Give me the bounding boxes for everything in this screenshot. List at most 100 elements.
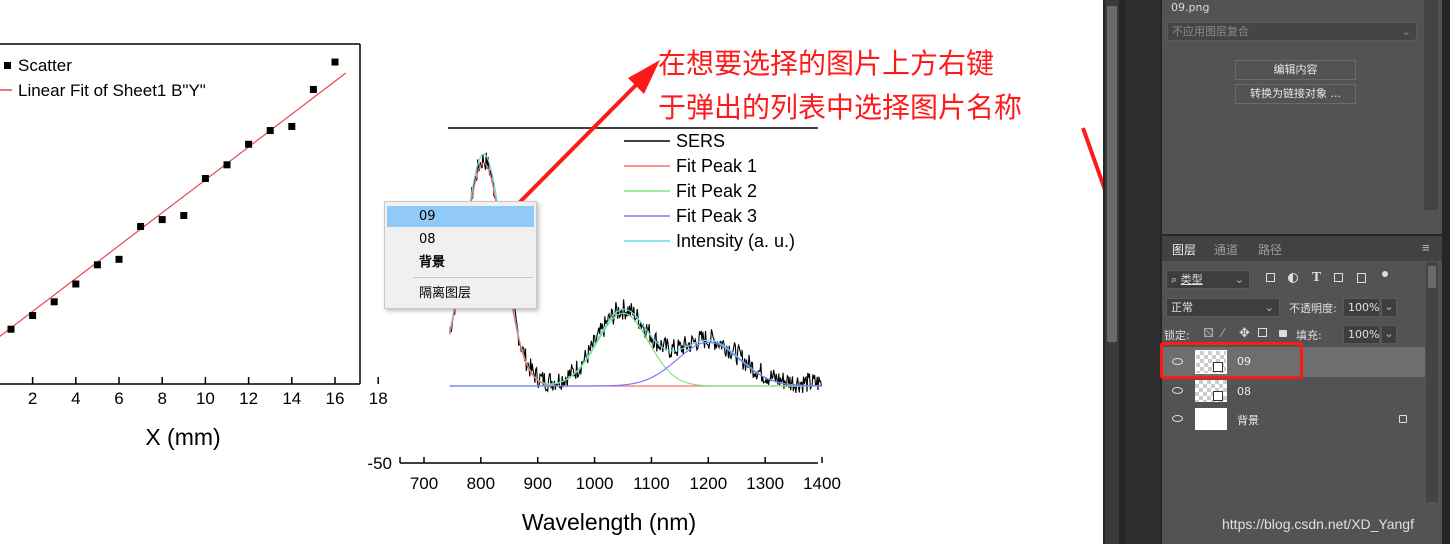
left-fit-line	[0, 72, 347, 337]
layer-filter-select[interactable]: ⌕ 类型 ⌄	[1166, 270, 1250, 289]
left-scatter-point	[158, 216, 166, 224]
tab-channels[interactable]: 通道	[1214, 243, 1239, 257]
smart-object-icon	[1213, 391, 1223, 401]
series-fit-peak-3	[449, 341, 822, 387]
filter-pixel-icon[interactable]	[1266, 273, 1275, 282]
right-x-tick-label: 1200	[689, 474, 727, 493]
layers-scrollbar-thumb[interactable]	[1428, 266, 1436, 288]
left-x-tick-label: 16	[326, 389, 345, 408]
left-scatter-point	[223, 161, 231, 169]
tab-paths[interactable]: 路径	[1258, 243, 1283, 257]
lock-position-icon[interactable]: ✥	[1239, 325, 1250, 340]
left-scatter-point	[137, 222, 145, 230]
right-x-tick-label: 1300	[746, 474, 784, 493]
left-scatter-point	[180, 211, 188, 219]
lock-icon	[1399, 415, 1407, 423]
layer-thumbnail-background	[1195, 408, 1227, 430]
convert-to-linked-button[interactable]: 转换为链接对象 ...	[1235, 84, 1356, 104]
eye-icon[interactable]	[1172, 358, 1183, 365]
filter-shape-icon[interactable]	[1334, 273, 1343, 282]
lock-transparent-icon[interactable]	[1204, 328, 1213, 337]
left-x-tick-label: 6	[114, 389, 123, 408]
left-x-tick-label: 10	[196, 389, 215, 408]
left-x-tick-label: 12	[239, 389, 258, 408]
edit-contents-button[interactable]: 编辑内容	[1235, 60, 1356, 80]
fill-label: 填充:	[1296, 329, 1322, 342]
left-scatter-point	[266, 127, 274, 135]
left-scatter-point	[288, 122, 296, 130]
right-x-axis-label: Wavelength (nm)	[522, 509, 696, 535]
context-menu: 09 08 背景 隔离图层	[384, 201, 537, 309]
left-x-tick-label: 8	[157, 389, 166, 408]
layer-name-08[interactable]: 08	[1237, 385, 1251, 398]
context-menu-item-isolate-layers[interactable]: 隔离图层	[419, 286, 472, 301]
left-scatter-point	[331, 58, 339, 66]
left-x-tick-label: 14	[282, 389, 301, 408]
right-x-tick-label: 1100	[633, 474, 670, 493]
context-menu-separator	[413, 277, 533, 278]
opacity-input[interactable]: 100%	[1343, 298, 1380, 317]
tab-layers[interactable]: 图层	[1172, 243, 1197, 257]
lock-brush-icon[interactable]: ⁄	[1222, 326, 1225, 340]
layer-row-background[interactable]: 背景	[1163, 406, 1425, 433]
right-legend-label: Fit Peak 2	[676, 181, 757, 201]
left-x-tick-label: 18	[369, 389, 388, 408]
left-chart: 2 4 6 8 10 12 14 16 18 Scatter Linear Fit of She…	[0, 43, 388, 450]
annotation-arrow-left	[508, 74, 647, 214]
layer-row-09[interactable]: 09	[1163, 349, 1425, 376]
fill-input[interactable]: 100%	[1343, 325, 1380, 344]
left-x-axis-label: X (mm)	[145, 424, 220, 450]
layer-name-09[interactable]: 09	[1237, 355, 1251, 368]
layer-filter-value: 类型	[1180, 273, 1203, 286]
highlight-box	[1160, 342, 1303, 379]
right-chart: -50 700 800 900 1000 1100 1200 1300 1400 SERS Fi…	[367, 127, 841, 535]
right-legend-label: Intensity (a. u.)	[676, 231, 795, 251]
right-legend-label: Fit Peak 3	[676, 206, 757, 226]
left-scatter-point	[309, 85, 317, 93]
legend-scatter-marker	[4, 62, 11, 69]
blend-mode-select[interactable]: 正常 ⌄	[1166, 298, 1280, 317]
lock-artboard-icon[interactable]	[1258, 328, 1267, 337]
layer-comp-select[interactable]: 不应用图层复合 ⌄	[1167, 22, 1417, 41]
annotation-line-2: 于弹出的列表中选择图片名称	[658, 91, 1023, 124]
filter-smart-object-icon[interactable]	[1357, 273, 1366, 283]
properties-file-name: 09.png	[1171, 1, 1210, 14]
left-scrollbar-thumb[interactable]	[1107, 6, 1117, 342]
context-menu-item-background[interactable]: 背景	[419, 255, 446, 270]
layer-row-08[interactable]: 08	[1163, 378, 1425, 405]
layer-name-background[interactable]: 背景	[1237, 414, 1259, 427]
right-legend-label: SERS	[676, 131, 725, 151]
opacity-chevron-icon[interactable]: ⌄	[1381, 298, 1397, 317]
eye-icon[interactable]	[1172, 387, 1183, 394]
legend-fit-label: Linear Fit of Sheet1 B"Y"	[18, 81, 206, 100]
filter-type-icon[interactable]: T	[1312, 270, 1321, 284]
right-legend-label: Fit Peak 1	[676, 156, 757, 176]
layer-comp-select-value: 不应用图层复合	[1172, 25, 1249, 38]
chevron-down-icon: ⌄	[1234, 273, 1244, 286]
context-menu-item-08[interactable]: 08	[419, 232, 436, 247]
chevron-down-icon: ⌄	[1401, 25, 1411, 38]
left-scatter-point	[29, 312, 37, 319]
right-x-tick-label: 1000	[576, 474, 614, 493]
left-scatter-point	[115, 255, 123, 263]
photoshop-panel	[1103, 0, 1450, 544]
context-menu-item-09[interactable]: 09	[387, 206, 534, 227]
fill-value: 100%	[1348, 328, 1380, 341]
legend-scatter-label: Scatter	[18, 56, 72, 75]
left-scatter-point	[245, 140, 253, 148]
fill-chevron-icon[interactable]: ⌄	[1381, 325, 1397, 344]
right-x-tick-label: 1400	[803, 474, 841, 493]
search-icon: ⌕	[1171, 273, 1178, 286]
right-x-tick-label: 700	[410, 474, 438, 493]
left-scatter-point	[72, 280, 80, 288]
lock-all-icon[interactable]	[1279, 330, 1287, 337]
eye-icon[interactable]	[1172, 415, 1183, 422]
panel-menu-icon[interactable]: ≡	[1422, 240, 1430, 255]
smart-object-icon	[1213, 362, 1223, 372]
filter-adjustment-icon[interactable]	[1288, 273, 1298, 283]
right-y-tick-label: -50	[367, 454, 392, 473]
filter-toggle-icon[interactable]	[1382, 271, 1388, 277]
left-scatter-point	[93, 261, 101, 269]
opacity-label: 不透明度:	[1289, 302, 1337, 315]
